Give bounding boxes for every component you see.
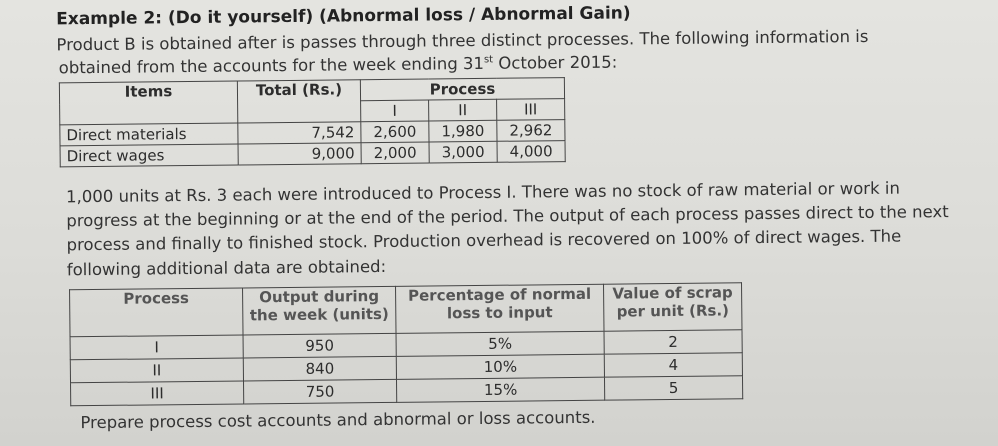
row-loss: 5%: [396, 331, 605, 357]
col-process-header: Process: [69, 287, 244, 337]
row-process: II: [70, 357, 244, 383]
row-process-i: 2,000: [361, 142, 430, 164]
row-loss: 10%: [396, 354, 605, 380]
intro-line-2: obtained from the accounts for the week …: [59, 53, 618, 78]
row-scrap: 2: [604, 329, 743, 355]
row-output: 950: [243, 333, 397, 358]
table-row: Direct wages 9,000 2,000 3,000 4,000: [60, 140, 566, 167]
col-output-header-line-2: the week (units): [249, 304, 389, 325]
row-process-iii: 4,000: [497, 140, 566, 163]
process-data-table: Process Output during the week (units) P…: [69, 282, 743, 406]
col-loss-header: Percentage of normal loss to input: [395, 284, 605, 334]
row-process-iii: 2,962: [496, 119, 566, 142]
col-process-ii: II: [428, 99, 497, 122]
row-output: 840: [243, 356, 397, 381]
row-total: 9,000: [238, 142, 362, 166]
col-process-iii: III: [496, 98, 565, 121]
row-total: 7,542: [237, 121, 362, 145]
row-item: Direct wages: [60, 144, 239, 167]
row-scrap: 5: [604, 375, 743, 401]
col-output-header-line-1: Output during: [259, 287, 380, 307]
intro-line-1: Product B is obtained after is passes th…: [56, 26, 869, 55]
instruction: Prepare process cost accounts and abnorm…: [80, 407, 596, 433]
row-output: 750: [243, 379, 397, 404]
row-process-ii: 1,980: [428, 120, 498, 143]
row-process-ii: 3,000: [429, 141, 498, 164]
col-scrap-header: Value of scrap per unit (Rs.): [603, 282, 742, 332]
row-process: I: [70, 334, 244, 360]
example-title: Example 2: (Do it yourself) (Abnormal lo…: [56, 3, 631, 30]
intro-line-2-text: obtained from the accounts for the week …: [58, 53, 485, 78]
paragraph-line-1: 1,000 units at Rs. 3 each were introduce…: [65, 178, 900, 207]
col-scrap-header-line-2: per unit (Rs.): [616, 301, 730, 321]
col-loss-header-line-2: loss to input: [446, 303, 553, 323]
col-loss-header-line-1: Percentage of normal: [407, 284, 592, 305]
process-data-header: Process Output during the week (units) P…: [69, 282, 742, 337]
paragraph-line-3: process and finally to finished stock. P…: [66, 226, 902, 255]
col-total-header: Total (Rs.): [237, 79, 361, 124]
row-loss: 15%: [396, 377, 605, 403]
row-process-i: 2,600: [360, 121, 430, 143]
paragraph-line-4: following additional data are obtained:: [66, 256, 387, 280]
col-output-header: Output during the week (units): [242, 286, 397, 335]
paragraph-line-2: progress at the beginning or at the end …: [66, 202, 949, 231]
col-items-header: Items: [59, 81, 238, 125]
row-scrap: 4: [604, 352, 743, 378]
col-process-i: I: [360, 100, 429, 122]
row-process: III: [70, 380, 244, 406]
cost-table: Items Total (Rs.) Process I II III Direc…: [59, 77, 566, 167]
col-scrap-header-line-1: Value of scrap: [612, 283, 733, 303]
col-process-header: Process: [360, 77, 565, 101]
intro-line-2-end: October 2015:: [493, 52, 618, 73]
row-item: Direct materials: [59, 123, 239, 146]
